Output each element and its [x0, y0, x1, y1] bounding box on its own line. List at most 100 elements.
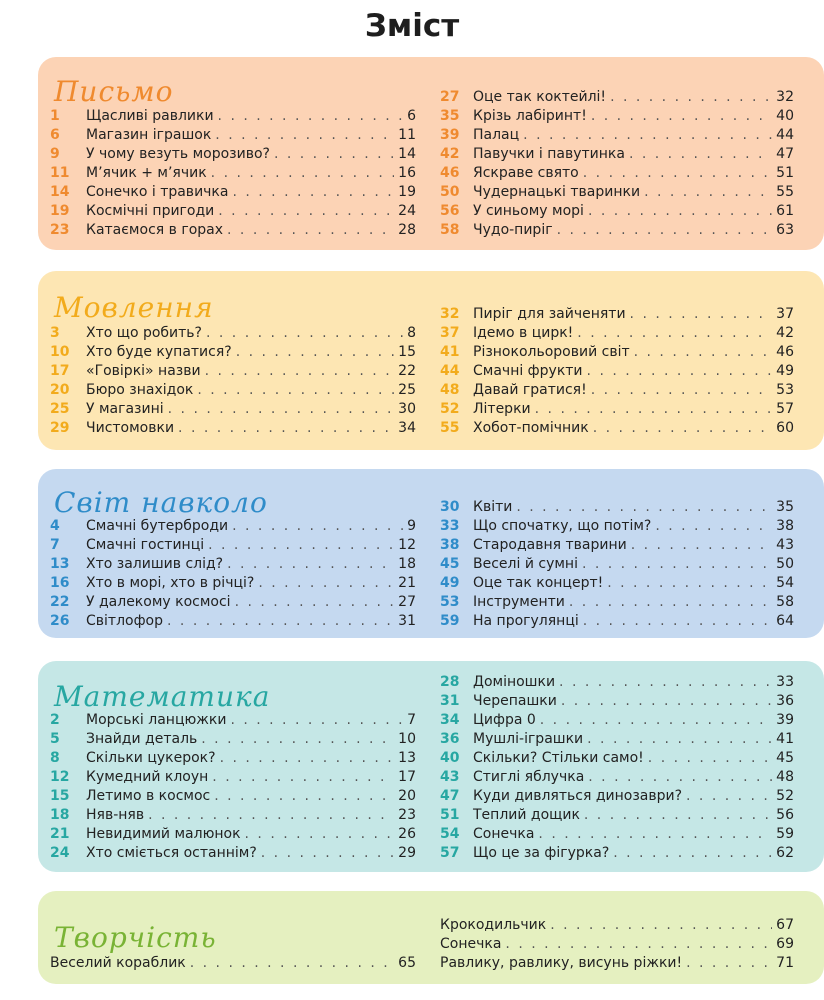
toc-entry: 12 Кумедний клоун 17 [50, 768, 416, 787]
toc-entry: Веселий кораблик 65 [50, 954, 416, 973]
toc-entry-number: 40 [440, 750, 460, 766]
dot-leader [227, 555, 394, 574]
toc-entry-number: 12 [50, 769, 70, 785]
toc-entry-title: Літерки [473, 401, 531, 417]
dot-leader [535, 400, 773, 419]
toc-entry-title: Теплий дощик [473, 807, 580, 823]
toc-entry-page: 21 [398, 575, 416, 591]
dot-leader [235, 593, 395, 612]
toc-entry-title: Ідемо в цирк! [473, 325, 574, 341]
toc-entry-title: Хто залишив слід? [86, 556, 224, 572]
dot-leader [148, 806, 394, 825]
toc-entry-page: 31 [398, 613, 416, 629]
toc-entry-title: Скільки цукерок? [86, 750, 216, 766]
toc-entry-title: Хто що робить? [86, 325, 202, 341]
dot-leader [232, 183, 394, 202]
toc-entry-page: 45 [776, 750, 794, 766]
dot-leader [201, 730, 394, 749]
toc-entry-number: 10 [50, 344, 70, 360]
toc-entry-title: Давай гратися! [473, 382, 587, 398]
toc-entry: 55 Хобот-помічник 60 [440, 419, 794, 438]
toc-entry-number: 36 [440, 731, 460, 747]
toc-entry-page: 32 [776, 89, 794, 105]
toc-entry-page: 14 [398, 146, 416, 162]
toc-entry: 30 Квіти 35 [440, 498, 794, 517]
toc-entry-title: Морські ланцюжки [86, 712, 227, 728]
toc-entry-page: 10 [398, 731, 416, 747]
page-title: Зміст [364, 8, 460, 44]
toc-entry: 59 На прогулянці 64 [440, 612, 794, 631]
toc-entry-title: Невидимий малюнок [86, 826, 241, 842]
dot-leader [587, 730, 772, 749]
toc-entry-title: Няв-няв [86, 807, 145, 823]
toc-entry: 20 Бюро знахідок 25 [50, 381, 416, 400]
toc-entry-number: 25 [50, 401, 70, 417]
toc-entry-number: 41 [440, 344, 460, 360]
dot-leader [218, 107, 404, 126]
toc-entry: 27 Оце так коктейлі! 32 [440, 88, 794, 107]
toc-entry: Крокодильчик 67 [440, 916, 794, 935]
toc-column-right: 30 Квіти 35 33 Що спочатку, що потім? 38 38 Ста… [440, 498, 794, 631]
dot-leader [648, 749, 772, 768]
toc-entry-page: 60 [776, 420, 794, 436]
toc-entry-page: 40 [776, 108, 794, 124]
toc-entry-number: 42 [440, 146, 460, 162]
toc-entry-page: 8 [407, 325, 416, 341]
toc-entry-number: 57 [440, 845, 460, 861]
dot-leader [211, 164, 395, 183]
toc-entry: 10 Хто буде купатися? 15 [50, 343, 416, 362]
toc-column-right: 32 Пиріг для зайченяти 37 37 Ідемо в цирк! 42… [440, 305, 794, 438]
dot-leader [212, 768, 394, 787]
toc-entry-title: Щасливі равлики [86, 108, 214, 124]
toc-entry-title: На прогулянці [473, 613, 579, 629]
toc-entry-number: 17 [50, 363, 70, 379]
toc-entry-title: Хобот-помічник [473, 420, 589, 436]
toc-entry-page: 41 [776, 731, 794, 747]
toc-entry-number: 39 [440, 127, 460, 143]
dot-leader [258, 574, 394, 593]
toc-entry-title: Стародавня тварини [473, 537, 627, 553]
toc-entry-page: 42 [776, 325, 794, 341]
toc-entry-page: 49 [776, 363, 794, 379]
toc-entry: 52 Літерки 57 [440, 400, 794, 419]
toc-entry-title: Оце так концерт! [473, 575, 604, 591]
toc-entry: 8 Скільки цукерок? 13 [50, 749, 416, 768]
toc-entry-title: Палац [473, 127, 520, 143]
toc-entry-number: 2 [50, 712, 60, 728]
toc-entry-number: 32 [440, 306, 460, 322]
toc-entry-title: Куди дивляться динозаври? [473, 788, 683, 804]
toc-entry-title: Пиріг для зайченяти [473, 306, 626, 322]
dot-leader [587, 362, 773, 381]
toc-entry-page: 35 [776, 499, 794, 515]
dot-leader [561, 692, 772, 711]
toc-entry-title: «Говіркі» назви [86, 363, 201, 379]
toc-entry-page: 26 [398, 826, 416, 842]
toc-entry-page: 58 [776, 594, 794, 610]
toc-entry-title: Що спочатку, що потім? [473, 518, 652, 534]
toc-entry-number: 13 [50, 556, 70, 572]
toc-entry-title: Хто буде купатися? [86, 344, 232, 360]
dot-leader [631, 536, 772, 555]
toc-entry-number: 59 [440, 613, 460, 629]
toc-entry-page: 24 [398, 203, 416, 219]
toc-entry-title: Чудернацькі тваринки [473, 184, 641, 200]
toc-entry-page: 27 [398, 594, 416, 610]
dot-leader [583, 164, 772, 183]
toc-entry-page: 71 [776, 955, 794, 971]
toc-entry: 29 Чистомовки 34 [50, 419, 416, 438]
toc-entry-page: 33 [776, 674, 794, 690]
toc-entry: 34 Цифра 0 39 [440, 711, 794, 730]
toc-entry-number: 18 [50, 807, 70, 823]
toc-entry-number: 30 [440, 499, 460, 515]
toc-entry-number: 16 [50, 575, 70, 591]
dot-leader [686, 954, 772, 973]
toc-entry-title: Хто в морі, хто в річці? [86, 575, 255, 591]
toc-column-left: 3 Хто що робить? 8 10 Хто буде купатися? 15 17… [50, 324, 416, 438]
toc-column-right: 28 Доміношки 33 31 Черепашки 36 34 Цифра 0 39 36 М… [440, 673, 794, 863]
toc-entry: 35 Крізь лабіринт! 40 [440, 107, 794, 126]
dot-leader [261, 844, 394, 863]
toc-column-right: Крокодильчик 67 Сонечка 69 Равлику, равлику,… [440, 916, 794, 973]
dot-leader [178, 419, 394, 438]
toc-entry-title: Сонечка [440, 936, 502, 952]
toc-entry: Равлику, равлику, висунь ріжки! 71 [440, 954, 794, 973]
